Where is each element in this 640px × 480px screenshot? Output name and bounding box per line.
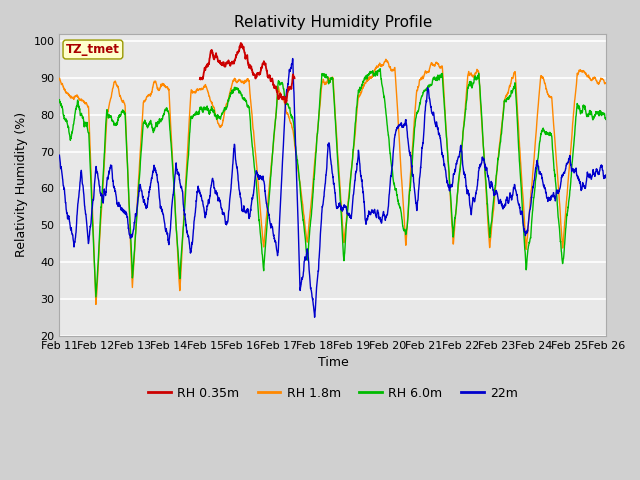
Text: TZ_tmet: TZ_tmet <box>66 43 120 56</box>
Legend: RH 0.35m, RH 1.8m, RH 6.0m, 22m: RH 0.35m, RH 1.8m, RH 6.0m, 22m <box>143 382 523 405</box>
Y-axis label: Relativity Humidity (%): Relativity Humidity (%) <box>15 112 28 257</box>
Title: Relativity Humidity Profile: Relativity Humidity Profile <box>234 15 432 30</box>
X-axis label: Time: Time <box>317 356 348 369</box>
